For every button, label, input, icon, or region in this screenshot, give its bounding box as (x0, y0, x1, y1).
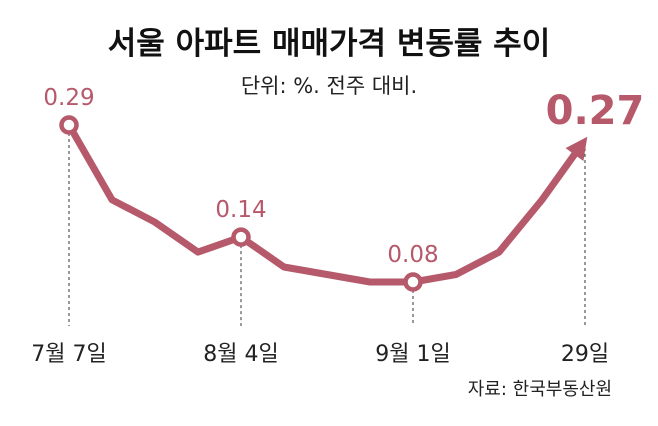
chart-subtitle: 단위: %. 전주 대비. (241, 74, 417, 98)
chart-title: 서울 아파트 매매가격 변동률 추이 (108, 26, 550, 62)
data-point-marker (403, 272, 423, 292)
data-point-marker (231, 227, 251, 247)
x-axis-ticks: 7월 7일 8월 4일 9월 1일 29일 (31, 342, 609, 367)
x-tick-label: 29일 (561, 342, 609, 367)
source-note: 자료: 한국부동산원 (468, 379, 612, 400)
arrowhead-marker (565, 136, 588, 161)
series-line (65, 121, 581, 286)
x-tick-label: 7월 7일 (31, 342, 106, 367)
data-label: 0.27 (546, 88, 645, 134)
markers (59, 115, 423, 292)
data-label: 0.29 (43, 85, 94, 111)
data-point-marker (59, 115, 79, 135)
x-tick-label: 8월 4일 (203, 342, 278, 367)
guide-lines (68, 133, 586, 326)
data-label: 0.08 (387, 242, 438, 268)
data-labels: 0.29 0.14 0.08 0.27 (43, 85, 644, 268)
data-label: 0.14 (215, 197, 266, 223)
line-arrowhead (565, 136, 588, 161)
x-tick-label: 9월 1일 (375, 342, 450, 367)
